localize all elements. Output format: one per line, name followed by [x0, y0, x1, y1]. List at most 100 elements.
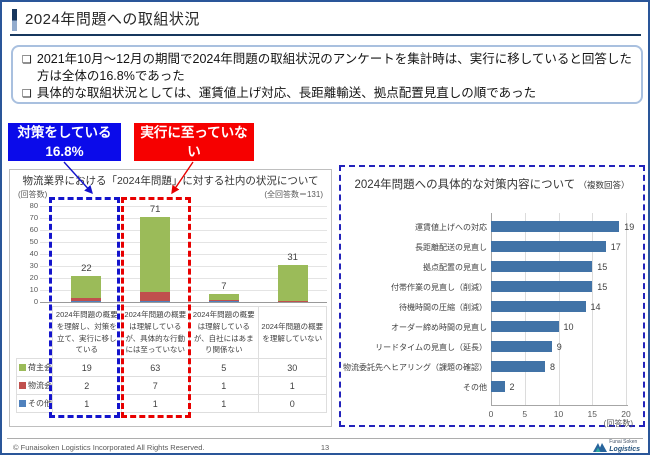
bar-label: 待機時間の圧縮（削減） [399, 303, 487, 312]
title-accent-bar [12, 9, 17, 31]
bar-label: 物流委託先へヒアリング（課題の確認） [343, 363, 487, 372]
bar-value-label: 15 [597, 282, 608, 292]
left-chart-title: 物流業界における「2024年問題」に対する社内の状況について [22, 175, 319, 187]
bullet-square-icon: ❑ [22, 87, 32, 100]
red-dashed-highlight [121, 197, 191, 418]
right-chart-title-text: 2024年問題への具体的な対策内容について [354, 179, 576, 191]
logo-line2: Logistics [609, 445, 640, 453]
page-title: 2024年問題への取組状況 [25, 11, 200, 28]
legend-cell: 荷主会社 [16, 358, 53, 377]
corner-cell [16, 306, 53, 359]
value-cell: 1 [257, 376, 327, 395]
gridline [40, 278, 327, 279]
bar-total-label: 31 [287, 251, 298, 263]
bar-segment-その他 [140, 300, 171, 302]
right-chart-panel: 2024年問題への具体的な対策内容について （複数回答） (回答数) 0 5 10 1… [339, 165, 645, 428]
bar-segment-物流会社 [208, 299, 239, 301]
bar-total-label: 22 [81, 262, 92, 274]
logo-mountain-icon [593, 442, 608, 452]
bar [491, 281, 593, 292]
gridline [40, 254, 327, 255]
gridline [40, 302, 327, 303]
gridline [40, 206, 327, 207]
bar-segment-物流会社 [140, 292, 171, 301]
value-cell: 1 [189, 394, 259, 413]
bar-label: 拠点配置の見直し [423, 263, 487, 272]
bar-value-label: 15 [597, 262, 608, 272]
page-number: 13 [320, 443, 330, 452]
x-axis-line [491, 405, 628, 406]
blue-dashed-highlight [49, 197, 120, 418]
bar-label: その他 [463, 383, 487, 392]
left-chart-panel: 物流業界における「2024年問題」に対する社内の状況について (回答数) (全回… [9, 169, 332, 427]
footer-divider [7, 438, 643, 439]
bar [491, 301, 586, 312]
bar-segment-物流会社 [277, 300, 308, 302]
x-tick-label: 10 [553, 409, 564, 419]
callout-measures-taken: 対策をしている 16.8% [8, 123, 121, 161]
callout-label: 実行に至っていない [140, 125, 248, 159]
bar [491, 321, 559, 332]
y-tick-label: 20 [29, 273, 38, 282]
callout-not-implemented: 実行に至っていない 約54.2% [134, 123, 254, 177]
gridline [40, 230, 327, 231]
bar-segment-その他 [208, 300, 239, 302]
x-tick-label: 5 [522, 409, 528, 419]
y-tick-label: 50 [29, 237, 38, 246]
logo-line1: Funai Soken [609, 439, 638, 445]
total-responses-note: (全回答数＝131) [264, 190, 323, 199]
x-tick-label: 0 [488, 409, 494, 419]
bar [491, 241, 606, 252]
gridline [40, 242, 327, 243]
bar-value-label: 8 [550, 362, 556, 372]
bar [491, 261, 593, 272]
bar [491, 361, 545, 372]
copyright-text: © Funaisoken Logistics Incorporated All … [13, 443, 205, 452]
y-axis-note: (回答数) [18, 190, 48, 199]
company-logo: Funai Soken Logistics [593, 439, 640, 453]
value-cell: 0 [257, 394, 327, 413]
bar-label: 付帯作業の見直し（削減） [391, 283, 487, 292]
bar-label: 運賃値上げへの対応 [415, 223, 487, 232]
bullet-square-icon: ❑ [22, 54, 32, 66]
x-axis-note: (回答数) [603, 419, 633, 428]
legend-cell: 物流会社 [16, 376, 53, 395]
bar-label: リードタイムの見直し（延長） [375, 343, 487, 352]
bar-value-label: 17 [610, 242, 621, 252]
x-tick-label: 20 [621, 409, 631, 419]
summary-bullet: ❑ 具体的な取組状況としては、運賃値上げ対応、長距離輸送、拠点配置見直しの順であ… [22, 85, 632, 102]
bar-value-label: 19 [624, 222, 635, 232]
bar-label: 長距離配送の見直し [415, 243, 487, 252]
value-cell: 5 [189, 358, 259, 377]
summary-bullet-text: 具体的な取組状況としては、運賃値上げ対応、長距離輸送、拠点配置見直しの順であった [36, 85, 537, 100]
value-cell: 1 [189, 376, 259, 395]
bar [491, 221, 620, 232]
bar-total-label: 7 [221, 280, 227, 292]
bar-total-label: 71 [149, 203, 161, 215]
y-tick-label: 80 [29, 201, 38, 210]
bar [491, 341, 552, 352]
y-tick-label: 10 [29, 285, 38, 294]
table-row: 物流会社2711 [16, 376, 327, 395]
callout-value: 16.8% [45, 143, 84, 159]
y-tick-label: 60 [29, 225, 38, 234]
bar-segment-物流会社 [71, 298, 102, 301]
category-label: 2024年問題の概要は理解しているが、自社にはあまり関係ない [189, 306, 259, 359]
right-chart-subtitle: （複数回答） [578, 180, 630, 190]
summary-bullet-text: 2021年10月～12月の期間で2024年問題の取組状況のアンケートを集計時は、… [36, 52, 632, 83]
bar [491, 381, 505, 392]
gridline [592, 213, 594, 405]
bar-segment-荷主会社 [208, 293, 239, 300]
legend-cell: その他 [16, 394, 53, 413]
summary-bullet: ❑ 2021年10月～12月の期間で2024年問題の取組状況のアンケートを集計時… [22, 51, 632, 85]
gridline [40, 218, 327, 219]
legend-chip-icon [19, 400, 26, 407]
bar-value-label: 2 [509, 382, 515, 392]
right-chart-title: 2024年問題への具体的な対策内容について （複数回答） [341, 176, 643, 192]
bar-value-label: 14 [590, 302, 601, 312]
y-tick-label: 40 [29, 249, 38, 258]
title-divider [10, 34, 641, 36]
bar-segment-荷主会社 [140, 216, 171, 293]
bar-segment-荷主会社 [277, 264, 308, 301]
category-label: 2024年問題の概要を理解していない [257, 306, 327, 359]
